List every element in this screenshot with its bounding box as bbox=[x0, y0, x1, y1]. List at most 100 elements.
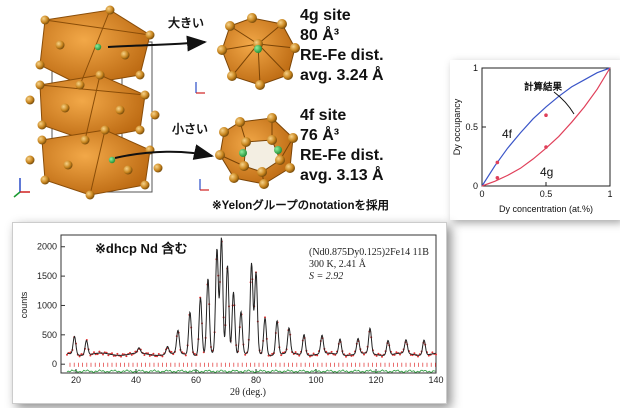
observed-point bbox=[66, 353, 68, 356]
observed-point bbox=[413, 352, 416, 355]
observed-point bbox=[120, 355, 122, 358]
measure-condition: 300 K, 2.41 Å bbox=[309, 258, 367, 270]
occupancy-chart: 0 0.5 1 0 0.5 1 Dy concentration (at.%) Dy oc… bbox=[450, 60, 620, 220]
diff-x-tick-label: 100 bbox=[308, 375, 323, 385]
re-atom-right-4f bbox=[274, 146, 282, 154]
fe-atom bbox=[140, 180, 150, 190]
re-atom-center-4g bbox=[254, 45, 262, 53]
fe-atom bbox=[290, 43, 300, 53]
observed-point bbox=[244, 353, 247, 356]
fe-atom bbox=[259, 179, 269, 189]
diff-x-axis-label: 2θ (deg.) bbox=[230, 387, 266, 398]
diff-y-tick-label: 2000 bbox=[37, 242, 57, 252]
fe-atom bbox=[227, 71, 237, 81]
observed-point bbox=[157, 352, 160, 355]
series-label-4f: 4f bbox=[502, 127, 513, 141]
diffraction-pattern-figure: 20 40 60 80 100 120 140 0 500 1000 1500 2000 ※dhcp … bbox=[12, 222, 447, 404]
observed-point bbox=[435, 353, 437, 356]
fe-atom bbox=[63, 160, 73, 170]
occ-series-line-4f bbox=[481, 67, 611, 187]
observed-point bbox=[89, 354, 92, 357]
polyhedron-4g bbox=[217, 13, 300, 90]
diff-x-tick-label: 20 bbox=[71, 375, 81, 385]
observed-point bbox=[377, 352, 380, 355]
fe-atom bbox=[267, 113, 277, 123]
fe-atom bbox=[80, 135, 90, 145]
observed-point bbox=[399, 353, 401, 356]
fe-atom bbox=[255, 80, 265, 90]
occ-y-tick-label: 1 bbox=[473, 63, 478, 73]
fe-atom bbox=[219, 127, 229, 137]
observed-point bbox=[161, 355, 164, 358]
observed-point bbox=[264, 316, 266, 319]
site-4f-info: 4f site 76 Å³ RE-Fe dist. avg. 3.13 Å bbox=[300, 106, 384, 186]
occ-x-axis-label: Dy concentration (at.%) bbox=[499, 204, 593, 214]
crystal-structure-figure: 大きい 小さい 4g site 80 Å³ RE-Fe dist. avg. 3… bbox=[0, 0, 440, 215]
fe-atom bbox=[40, 175, 50, 185]
fe-atom bbox=[95, 70, 105, 80]
small-site-tag: 小さい bbox=[172, 122, 209, 136]
diff-y-tick-label: 500 bbox=[42, 330, 57, 340]
fe-atom bbox=[145, 30, 155, 40]
observed-point bbox=[93, 351, 95, 354]
fe-atom bbox=[225, 21, 235, 31]
fe-atom bbox=[60, 103, 70, 113]
fe-atom bbox=[55, 40, 65, 50]
difference-curve bbox=[66, 369, 436, 374]
observed-point bbox=[294, 351, 297, 354]
observed-point bbox=[125, 355, 128, 358]
re-atom-4f bbox=[108, 156, 116, 164]
unit-cell-structure bbox=[13, 5, 163, 200]
fe-atom bbox=[215, 150, 225, 160]
fe-atom bbox=[25, 155, 35, 165]
site-4f-dist-label: RE-Fe dist. bbox=[300, 147, 384, 164]
observed-point bbox=[102, 353, 104, 356]
fe-atom bbox=[37, 135, 47, 145]
fe-atom bbox=[275, 155, 285, 165]
observed-point bbox=[193, 352, 196, 355]
observed-point bbox=[184, 354, 187, 357]
fe-atom bbox=[241, 137, 251, 147]
observed-point bbox=[143, 354, 146, 357]
arrow-to-4g bbox=[107, 35, 207, 52]
observed-point bbox=[121, 353, 124, 356]
fe-atom bbox=[288, 133, 298, 143]
fe-atom bbox=[277, 19, 287, 29]
series-label-4g: 4g bbox=[540, 165, 553, 179]
site-4f-volume: 76 Å³ bbox=[300, 127, 340, 144]
site-4f-avg: avg. 3.13 Å bbox=[300, 167, 384, 184]
observed-point bbox=[375, 354, 378, 357]
fe-atom bbox=[239, 161, 249, 171]
polyhedron-4f bbox=[215, 113, 298, 189]
observed-point bbox=[170, 350, 173, 353]
diff-y-tick-label: 0 bbox=[52, 359, 57, 369]
fe-atom bbox=[283, 70, 293, 80]
diff-y-axis-label: counts bbox=[19, 291, 29, 318]
fe-atom bbox=[257, 167, 267, 177]
observed-point bbox=[130, 353, 133, 356]
observed-point bbox=[363, 353, 365, 356]
site-4f-name: 4f site bbox=[300, 107, 347, 124]
occ-data-point bbox=[544, 113, 548, 117]
occ-data-point bbox=[495, 160, 500, 165]
fe-atom bbox=[229, 173, 239, 183]
calc-result-annotation: 計算結果 bbox=[524, 81, 563, 93]
diff-x-tick-label: 120 bbox=[368, 375, 383, 385]
observed-point bbox=[129, 351, 131, 354]
occ-y-tick-label: 0.5 bbox=[465, 122, 478, 132]
diff-plot-frame bbox=[60, 234, 437, 374]
occ-y-axis-label: Dy occupancy bbox=[452, 98, 462, 155]
diff-x-tick-label: 80 bbox=[251, 375, 261, 385]
diff-y-tick-label: 1500 bbox=[37, 271, 57, 281]
annotation-arrow bbox=[553, 91, 575, 115]
observed-point bbox=[78, 355, 81, 358]
diff-x-tick-label: 40 bbox=[131, 375, 141, 385]
fe-atom bbox=[285, 163, 295, 173]
fe-atom bbox=[100, 125, 110, 135]
occ-data-point bbox=[544, 145, 548, 149]
occ-data-point bbox=[495, 175, 500, 180]
observed-point bbox=[107, 354, 110, 357]
fe-atom bbox=[123, 165, 133, 175]
calculated-profile bbox=[67, 237, 436, 356]
re-atom-left-4f bbox=[239, 149, 247, 157]
